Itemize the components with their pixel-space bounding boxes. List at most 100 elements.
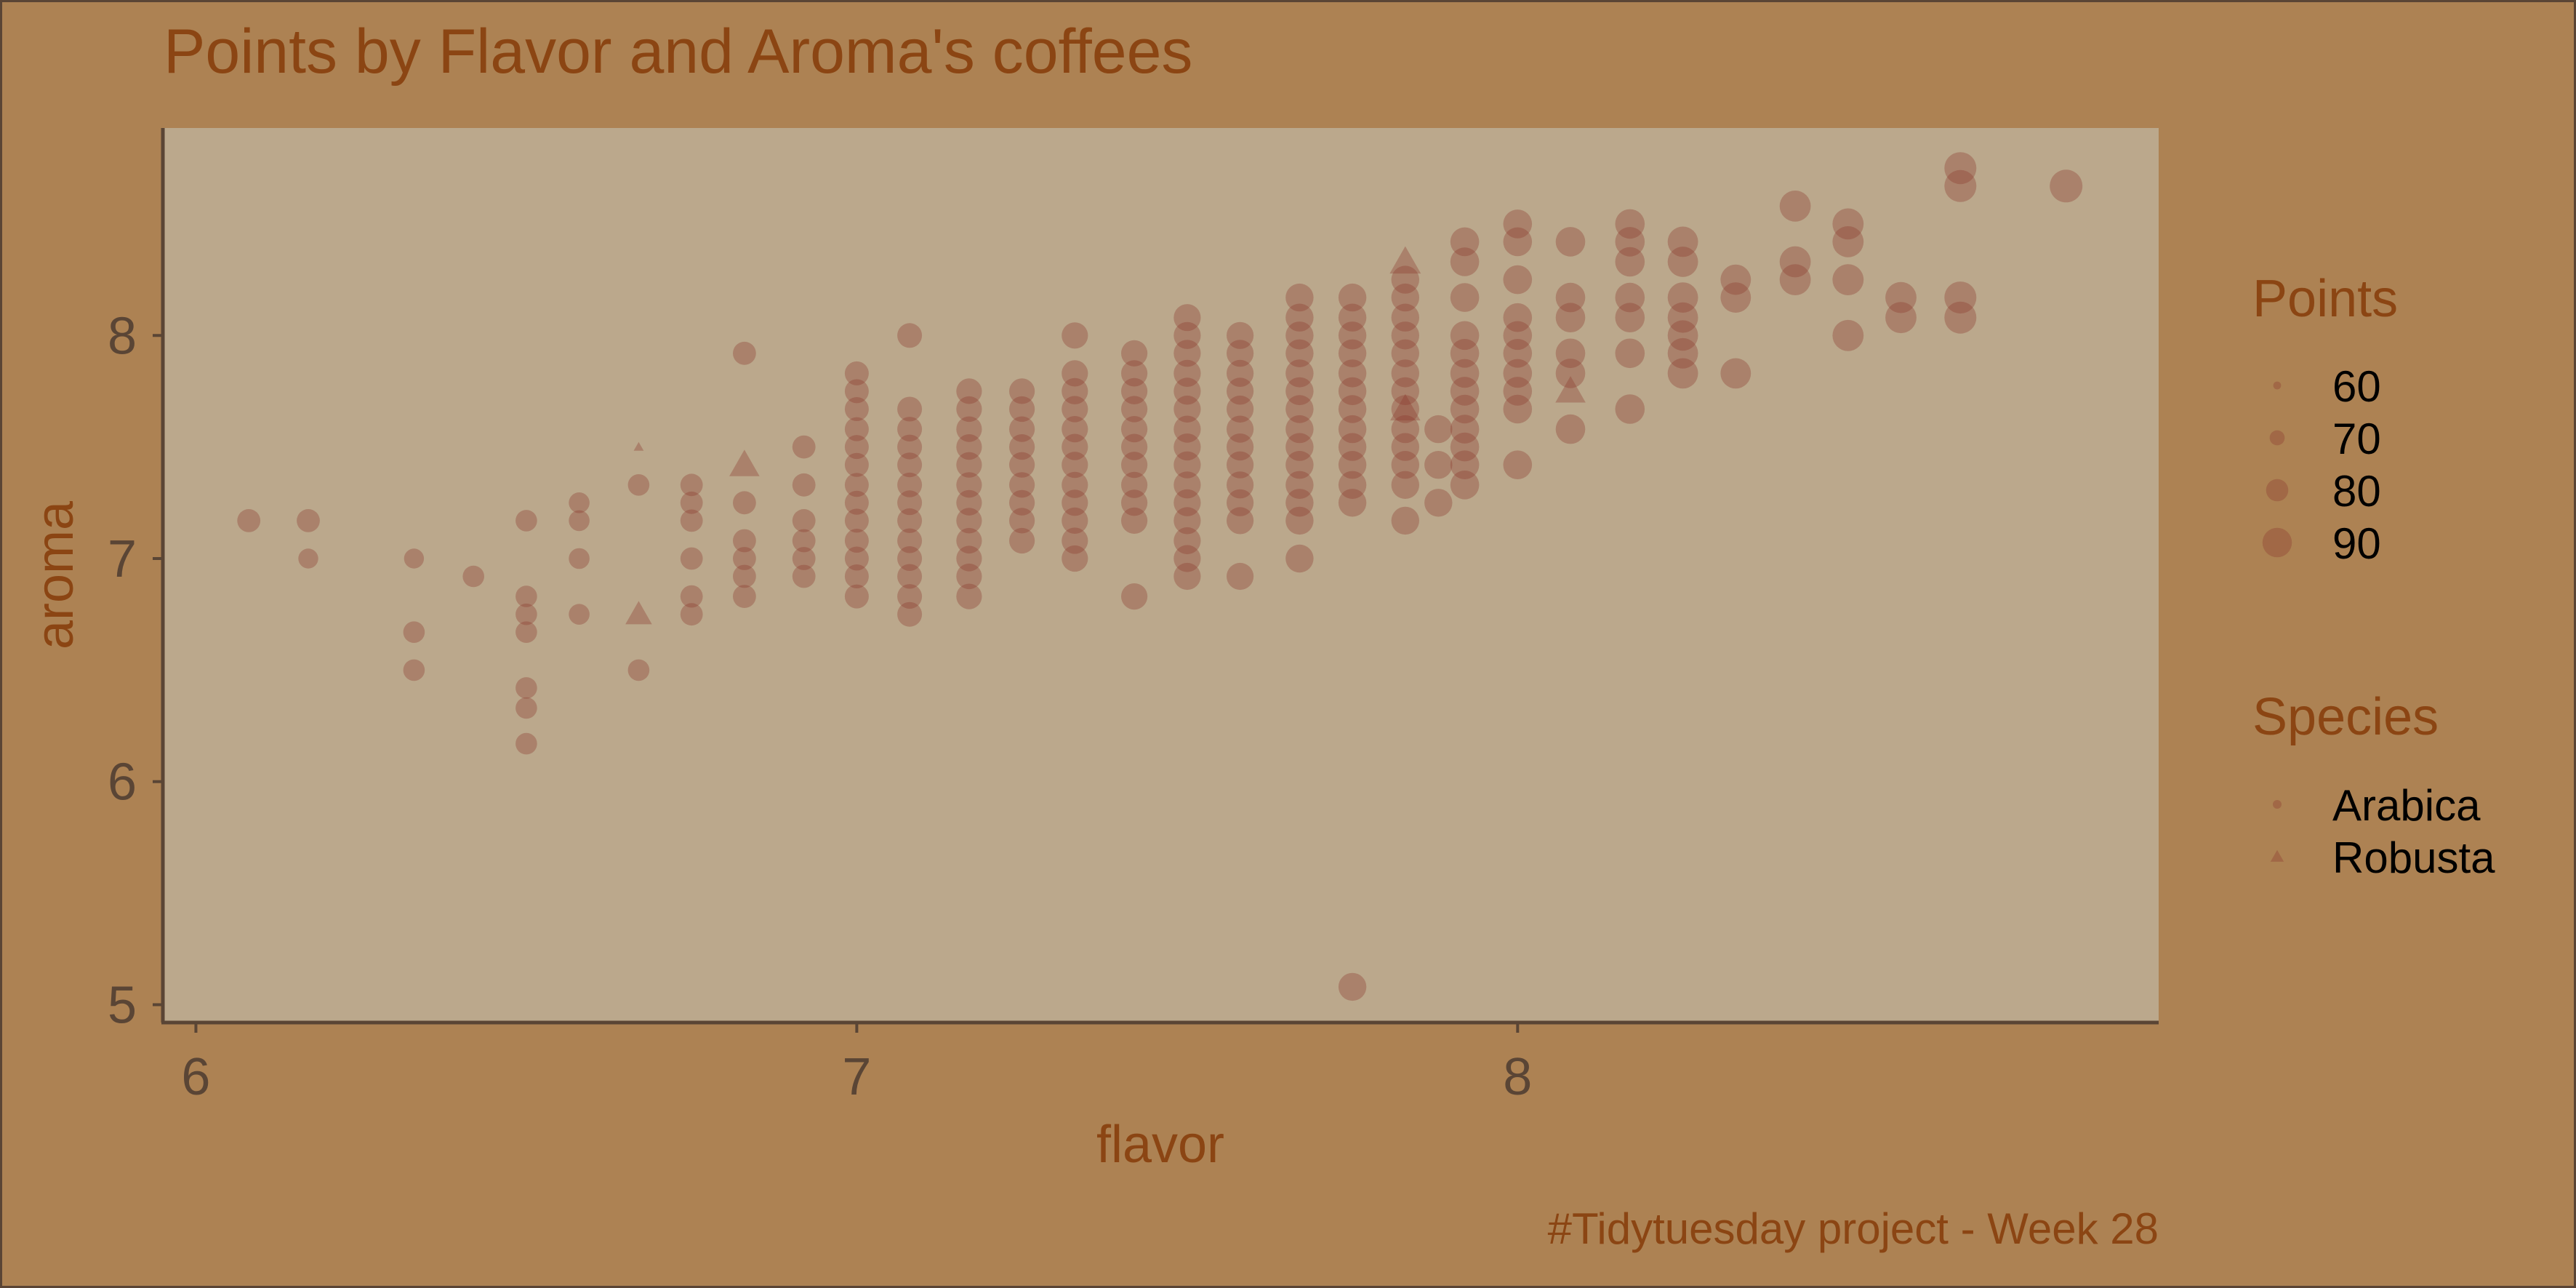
data-point-arabica xyxy=(1062,433,1088,460)
y-tick-label: 6 xyxy=(108,753,137,812)
data-point-arabica xyxy=(1885,281,1917,313)
data-point-arabica xyxy=(1062,396,1088,423)
data-point-arabica xyxy=(1503,359,1533,388)
data-point-arabica xyxy=(1338,339,1367,367)
data-point-arabica xyxy=(1667,320,1698,351)
data-point-arabica xyxy=(1285,415,1314,444)
data-point-arabica xyxy=(1121,489,1148,516)
data-point-arabica xyxy=(1615,394,1645,424)
data-point-arabica xyxy=(897,323,923,348)
data-point-arabica xyxy=(515,621,537,643)
legend-species-key xyxy=(2273,800,2282,809)
data-point-arabica xyxy=(1062,471,1088,498)
data-point-arabica xyxy=(1338,415,1367,444)
y-axis-label: aroma xyxy=(26,500,84,649)
data-point-arabica xyxy=(1391,321,1420,350)
data-point-arabica xyxy=(1503,377,1533,406)
data-point-arabica xyxy=(1285,377,1314,406)
data-point-arabica xyxy=(1121,507,1148,535)
data-point-arabica xyxy=(1555,359,1586,388)
data-point-arabica xyxy=(1121,377,1148,405)
data-point-arabica xyxy=(1832,264,1864,295)
data-point-arabica xyxy=(1450,321,1480,351)
data-point-arabica xyxy=(956,434,982,460)
data-point-arabica xyxy=(1944,281,1977,314)
data-point-arabica xyxy=(1121,452,1148,479)
data-point-arabica xyxy=(1885,302,1917,334)
data-point-arabica xyxy=(844,529,869,553)
data-point-arabica xyxy=(1009,434,1035,460)
data-point-arabica xyxy=(1285,489,1314,517)
data-point-arabica xyxy=(1667,337,1698,369)
data-point-arabica xyxy=(1391,339,1420,367)
data-point-arabica xyxy=(1285,506,1314,535)
data-point-arabica xyxy=(844,490,869,515)
data-point-arabica xyxy=(1062,452,1088,479)
data-point-arabica xyxy=(1285,339,1314,367)
data-point-arabica xyxy=(515,697,537,719)
data-point-arabica xyxy=(1338,471,1367,499)
data-point-arabica xyxy=(680,509,703,532)
data-point-arabica xyxy=(1503,209,1533,239)
data-point-arabica xyxy=(1503,303,1533,332)
data-point-arabica xyxy=(1009,396,1035,423)
data-point-arabica xyxy=(627,474,650,496)
data-point-arabica xyxy=(1779,264,1811,295)
data-point-arabica xyxy=(1062,527,1088,554)
x-axis-label: flavor xyxy=(1096,1116,1224,1174)
data-point-arabica xyxy=(897,546,923,571)
data-point-arabica xyxy=(844,397,869,421)
data-point-arabica xyxy=(844,379,869,404)
data-point-arabica xyxy=(956,472,982,498)
data-point-arabica xyxy=(1667,226,1698,257)
data-point-arabica xyxy=(1338,303,1367,332)
data-point-arabica xyxy=(1173,359,1201,387)
data-point-arabica xyxy=(1173,304,1201,332)
data-point-arabica xyxy=(1285,544,1314,573)
data-point-arabica xyxy=(1391,471,1420,499)
data-point-arabica xyxy=(1121,471,1148,498)
data-point-arabica xyxy=(1227,415,1254,443)
data-point-arabica xyxy=(1173,562,1201,591)
data-point-arabica xyxy=(1615,338,1645,369)
data-point-arabica xyxy=(1338,489,1367,517)
data-point-arabica xyxy=(1667,302,1698,333)
y-axis-ticks: 5 6 7 8 xyxy=(108,307,163,1034)
data-point-arabica xyxy=(733,341,756,365)
data-point-arabica xyxy=(1173,527,1201,555)
data-point-arabica xyxy=(403,659,425,681)
data-point-arabica xyxy=(515,603,537,625)
data-point-arabica xyxy=(1227,359,1254,387)
data-point-arabica xyxy=(1285,321,1314,350)
data-point-arabica xyxy=(1667,247,1698,277)
data-point-arabica xyxy=(897,417,923,442)
data-point-arabica xyxy=(1391,395,1420,423)
data-point-arabica xyxy=(1450,283,1480,312)
data-point-arabica xyxy=(956,508,982,534)
data-point-arabica xyxy=(792,509,816,532)
data-point-arabica xyxy=(1173,395,1201,423)
data-point-arabica xyxy=(844,584,869,609)
data-point-arabica xyxy=(1391,265,1420,294)
data-point-arabica xyxy=(1615,247,1645,277)
data-point-arabica xyxy=(680,547,703,570)
data-point-arabica xyxy=(897,508,923,533)
data-point-arabica xyxy=(298,548,318,569)
data-point-arabica xyxy=(1503,450,1533,479)
data-point-arabica xyxy=(1227,433,1254,461)
data-point-arabica xyxy=(1121,433,1148,460)
data-point-arabica xyxy=(1338,377,1367,406)
data-point-arabica xyxy=(1121,340,1148,367)
data-point-arabica xyxy=(1779,191,1811,222)
data-point-arabica xyxy=(1555,414,1586,444)
data-point-arabica xyxy=(1832,226,1864,257)
legend-species-label: Arabica xyxy=(2332,781,2481,830)
data-point-arabica xyxy=(1121,583,1148,610)
data-point-arabica xyxy=(1555,338,1586,369)
y-tick-label: 7 xyxy=(108,530,137,588)
data-point-arabica xyxy=(733,529,756,553)
data-point-arabica xyxy=(956,527,982,554)
